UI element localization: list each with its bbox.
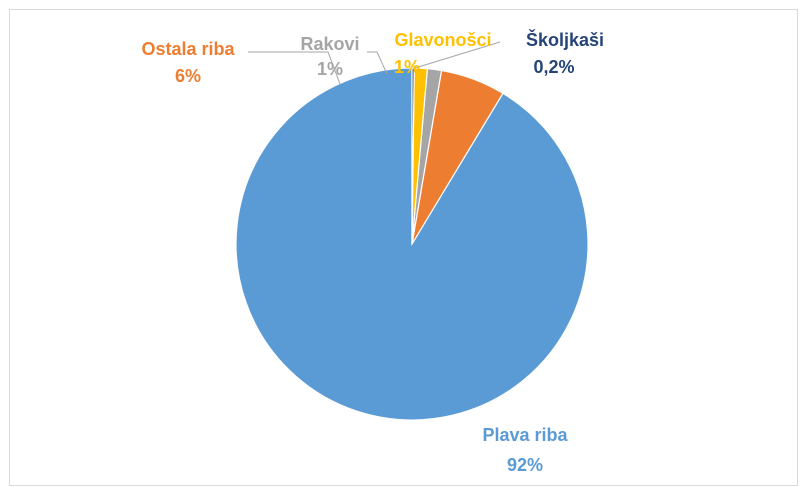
- pie-slice-skoljkasi: [411, 67, 415, 245]
- slice-value-skoljkasi: 0,2%: [533, 57, 574, 77]
- slice-label-rakovi: Rakovi: [300, 34, 359, 54]
- slice-label-skoljkasi: Školjkaši: [526, 29, 604, 50]
- slice-value-ostala-riba: 6%: [175, 66, 201, 86]
- slice-value-rakovi: 1%: [317, 59, 343, 79]
- leader-line-ostala-riba: [248, 51, 341, 85]
- slice-labels: Plava riba 92% Ostala riba 6% Rakovi 1% Glavon…: [141, 29, 604, 475]
- pie-slices: [235, 67, 589, 421]
- pie-chart: Plava riba 92% Ostala riba 6% Rakovi 1% Glavon…: [141, 29, 604, 475]
- slice-label-plava-riba: Plava riba: [482, 425, 568, 445]
- chart-frame: Plava riba 92% Ostala riba 6% Rakovi 1% Glavon…: [9, 9, 798, 486]
- leader-line-rakovi: [367, 51, 388, 75]
- slice-value-plava-riba: 92%: [507, 455, 543, 475]
- slice-label-glavonosci: Glavonošci: [394, 30, 491, 50]
- leader-line-skoljkasi: [414, 41, 501, 69]
- slice-value-glavonosci: 1%: [394, 57, 420, 77]
- slice-label-ostala-riba: Ostala riba: [141, 39, 235, 59]
- leader-lines: [248, 41, 501, 85]
